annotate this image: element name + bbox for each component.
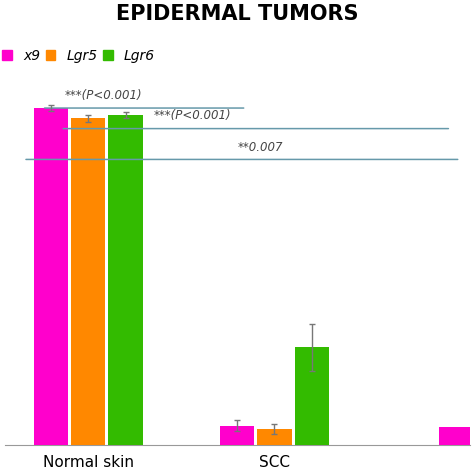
Text: **0.007: **0.007 xyxy=(237,141,283,154)
Bar xyxy=(34,108,68,445)
Legend: x9, Lgr5, Lgr6: x9, Lgr5, Lgr6 xyxy=(2,49,155,63)
Bar xyxy=(220,426,255,445)
Text: ***(P<0.001): ***(P<0.001) xyxy=(154,109,231,122)
Bar xyxy=(71,118,105,445)
Bar xyxy=(257,429,292,445)
Bar xyxy=(294,347,329,445)
Bar xyxy=(109,115,143,445)
Bar xyxy=(439,427,473,445)
Title: EPIDERMAL TUMORS: EPIDERMAL TUMORS xyxy=(116,4,358,24)
Text: ***(P<0.001): ***(P<0.001) xyxy=(65,89,143,102)
